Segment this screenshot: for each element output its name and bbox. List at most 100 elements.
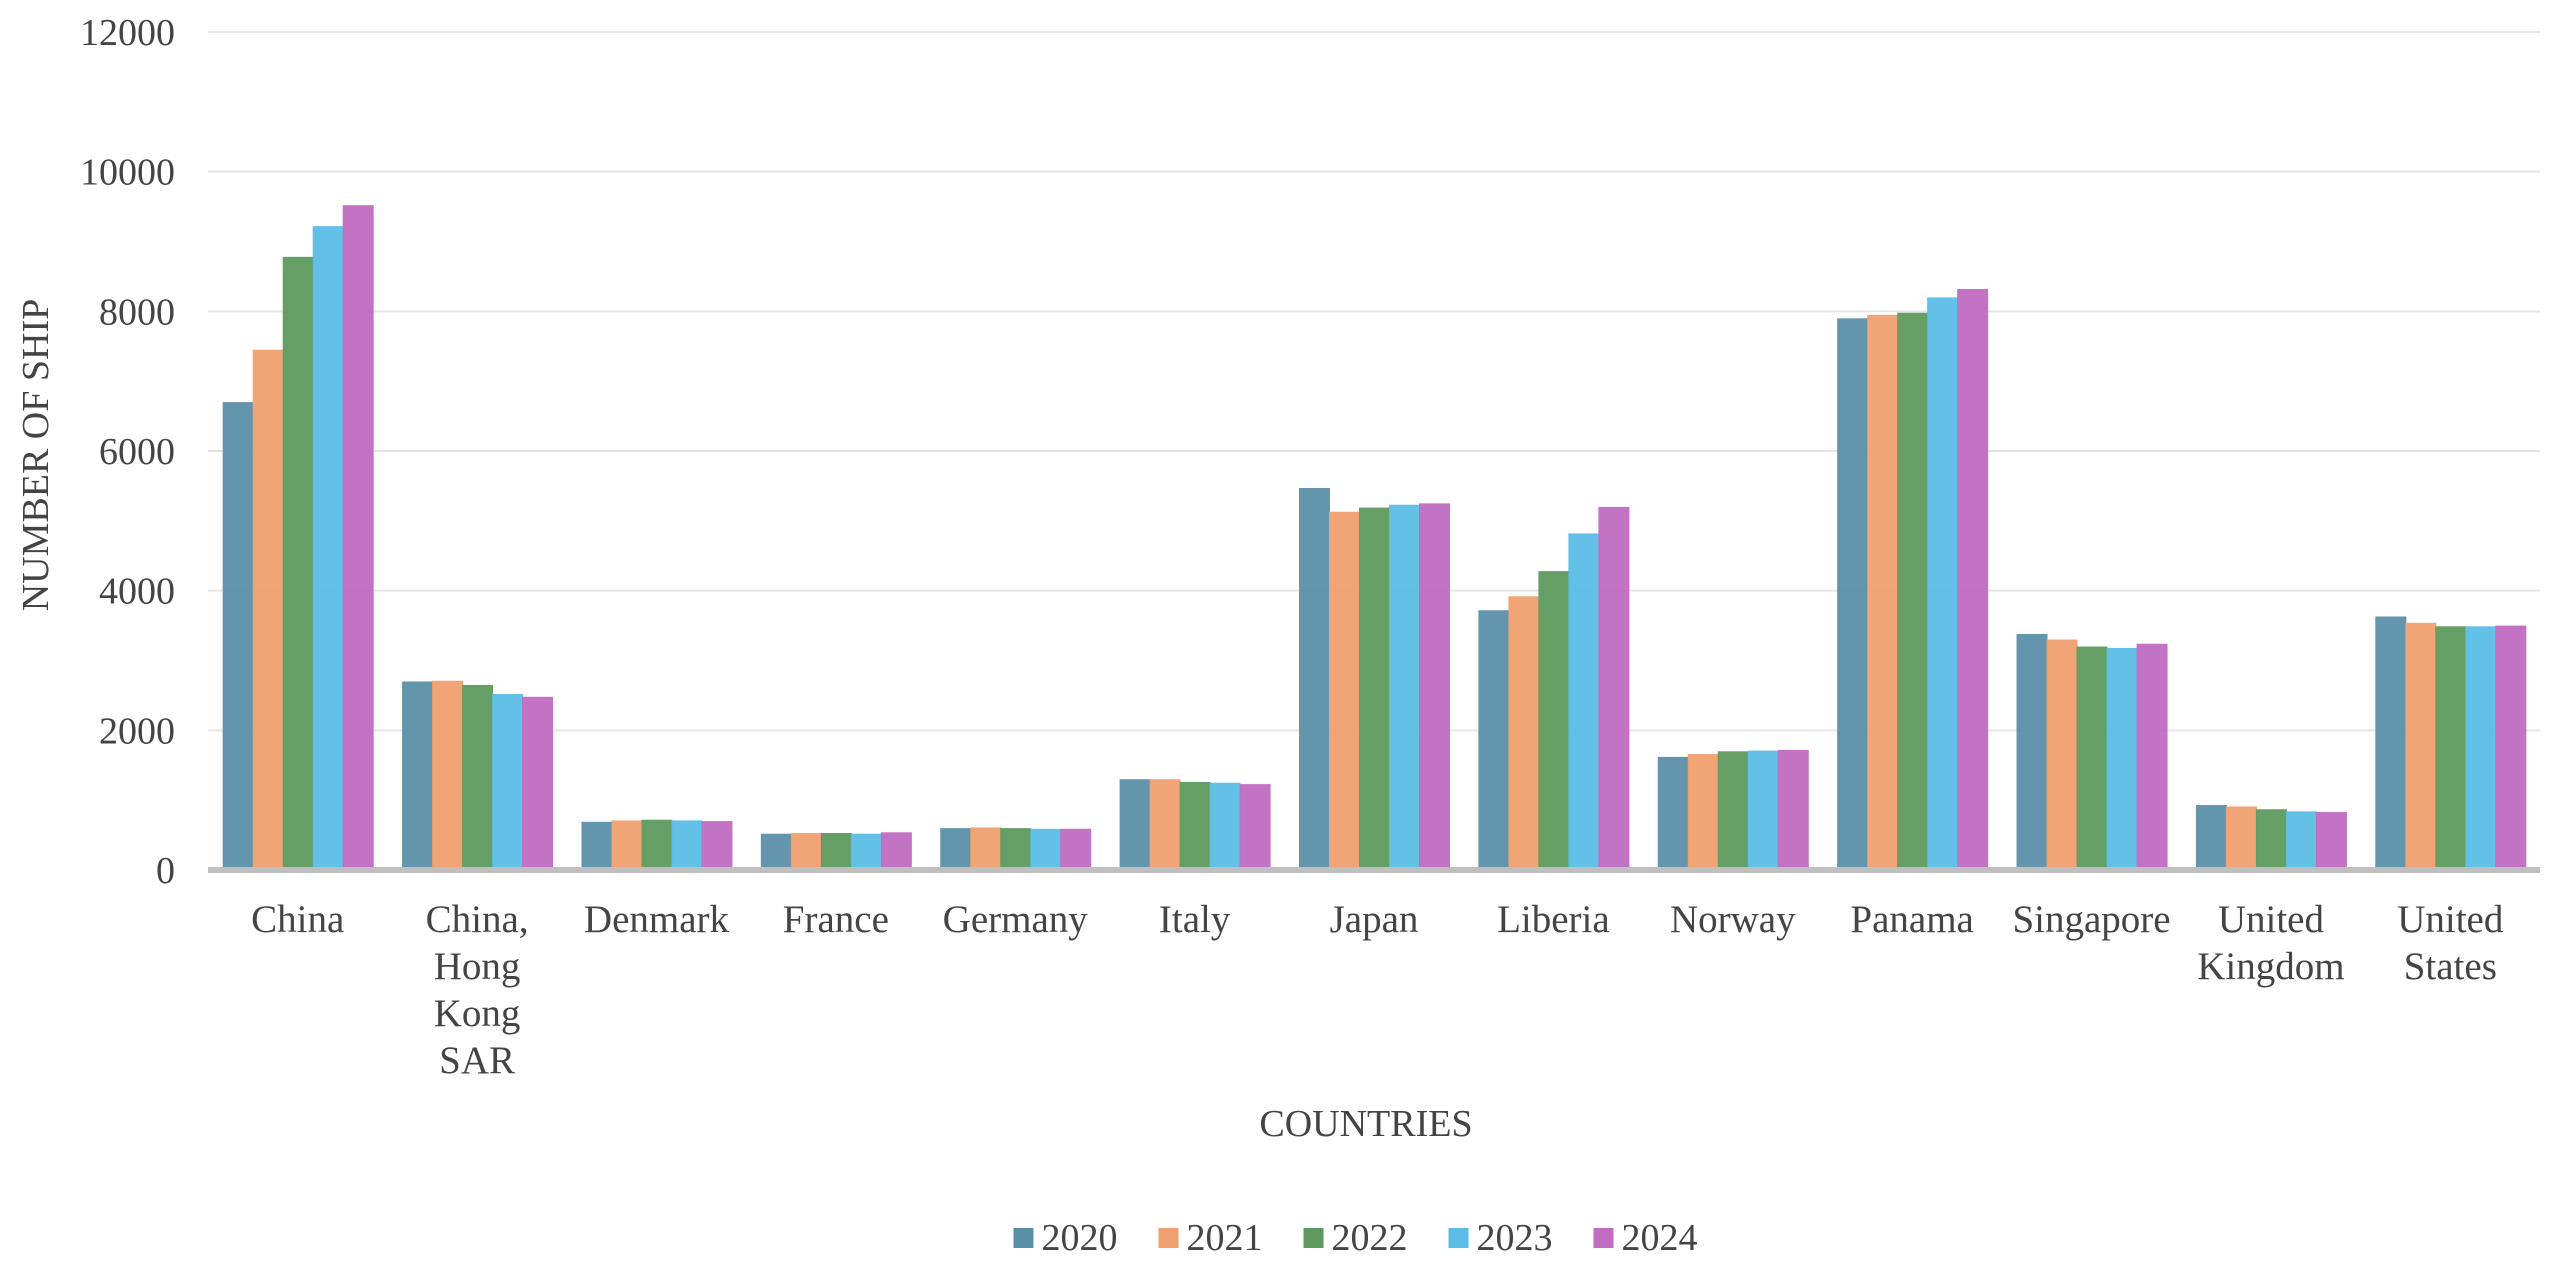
bar: 2024: 830 (2315, 812, 2347, 870)
legend-swatch (1303, 1228, 1324, 1248)
bar: 2022: 5190 (1359, 507, 1390, 870)
bar: 2022: 7980 (1897, 312, 1929, 871)
legend-swatch (1448, 1228, 1469, 1248)
bar: 2020: 1300 (1119, 779, 1151, 870)
bar: 2024: 9520 (342, 205, 374, 871)
x-category-label: Liberia (1497, 898, 1610, 941)
y-tick-label: 12000 (80, 12, 175, 54)
x-category-label: China, Hong Kong SAR (426, 898, 529, 1082)
bar: 2021: 3300 (2046, 639, 2078, 870)
bar: 2022: 870 (2255, 809, 2287, 870)
y-tick-label: 0 (156, 850, 175, 892)
y-axis-title: NUMBER OF SHIP (15, 299, 57, 612)
bar: 2024: 8320 (1957, 288, 1989, 870)
legend-item: 2022 (1303, 1217, 1408, 1259)
bar: 2024: 1720 (1777, 749, 1809, 870)
bar: 2020: 690 (581, 821, 613, 870)
bar: 2022: 1260 (1179, 782, 1211, 870)
x-category-label: United Kingdom (2197, 898, 2344, 988)
legend-item: 2021 (1158, 1217, 1263, 1259)
x-category-label: Germany (943, 898, 1089, 941)
legend-label: 2020 (1042, 1217, 1118, 1259)
bar: 2024: 3240 (2136, 643, 2168, 870)
bar: 2020: 930 (2195, 805, 2227, 870)
x-category-label: Denmark (584, 898, 730, 941)
bar: 2022: 1700 (1717, 751, 1749, 870)
bar: 2024: 2480 (522, 696, 554, 870)
x-category-label: Panama (1850, 898, 1973, 941)
bars-layer: 2020: 67002020: 27002020: 6902020: 52020… (222, 205, 2527, 871)
y-axis-tick-labels: 0 2000 4000 6000 8000 10000 12000 (80, 12, 175, 892)
legend-swatch (1013, 1228, 1034, 1248)
bar: 2023: 4820 (1568, 533, 1600, 870)
bar: 2020: 520 (760, 833, 792, 870)
bar: 2022: 3490 (2435, 626, 2467, 870)
legend-label: 2022 (1332, 1217, 1408, 1259)
x-category-label: China (251, 898, 344, 941)
bar: 2021: 3920 (1508, 596, 1540, 870)
bar: 2020: 3380 (2016, 633, 2048, 870)
legend: 2020 2021 2022 2023 2024 (1013, 1217, 1698, 1259)
y-tick-label: 6000 (99, 431, 175, 473)
bar: 2020: 5470 (1299, 488, 1330, 870)
bar: 2021: 610 (970, 827, 1002, 870)
bar: 2023: 840 (2285, 811, 2317, 870)
bar: 2022: 2650 (462, 684, 494, 870)
bar: 2021: 7450 (252, 349, 284, 870)
bar: 2022: 600 (1000, 828, 1032, 870)
legend-label: 2021 (1187, 1217, 1263, 1259)
bar: 2023: 1710 (1747, 750, 1779, 870)
bar: 2021: 910 (2225, 806, 2257, 870)
bar: 2020: 3630 (2375, 616, 2407, 870)
legend-item: 2024 (1593, 1217, 1698, 1259)
bar: 2023: 8200 (1927, 297, 1959, 870)
legend-label: 2024 (1622, 1217, 1698, 1259)
bar: 2023: 590 (1030, 828, 1062, 870)
bar: 2022: 8780 (282, 256, 314, 870)
bar: 2024: 700 (701, 821, 733, 870)
legend-swatch (1593, 1228, 1614, 1248)
bar: 2023: 3490 (2465, 626, 2497, 870)
x-axis-title: COUNTRIES (1259, 1103, 1472, 1145)
x-axis-category-labels: China China, Hong Kong SAR Denmark France Germa… (251, 898, 2504, 1082)
bar: 2024: 5250 (1419, 503, 1450, 870)
y-tick-label: 8000 (99, 291, 175, 333)
bar: 2024: 5200 (1598, 506, 1630, 870)
bar: 2020: 1620 (1657, 756, 1689, 870)
bar: 2022: 530 (820, 832, 852, 870)
x-category-label: United States (2397, 898, 2504, 988)
bar: 2024: 1230 (1239, 784, 1271, 870)
bar: 2023: 5230 (1389, 504, 1420, 870)
bar: 2023: 710 (671, 820, 703, 870)
bar: 2021: 530 (790, 832, 822, 870)
x-category-label: Italy (1159, 898, 1231, 941)
bar: 2020: 2700 (402, 681, 434, 870)
bar: 2022: 3200 (2076, 646, 2108, 870)
bar: 2020: 6700 (222, 402, 254, 870)
bar: 2022: 4280 (1538, 571, 1570, 870)
bar: 2021: 1300 (1149, 779, 1181, 870)
bar: 2020: 3720 (1478, 610, 1510, 870)
legend-item: 2023 (1448, 1217, 1553, 1259)
bar: 2023: 1250 (1209, 782, 1241, 870)
bar: 2024: 540 (880, 832, 912, 870)
legend-item: 2020 (1013, 1217, 1118, 1259)
y-tick-label: 4000 (99, 571, 175, 613)
bar: 2021: 7950 (1867, 314, 1899, 870)
bar: 2023: 520 (850, 833, 882, 870)
bar: 2021: 1660 (1687, 754, 1719, 870)
bar: 2021: 5130 (1329, 511, 1360, 870)
legend-label: 2023 (1477, 1217, 1553, 1259)
bar: 2022: 720 (641, 819, 673, 870)
legend-swatch (1158, 1228, 1179, 1248)
bar: 2023: 3180 (2106, 647, 2138, 870)
y-tick-label: 10000 (80, 152, 175, 194)
bar: 2024: 3500 (2495, 625, 2527, 870)
bar: 2021: 3540 (2405, 622, 2437, 870)
bar: 2020: 7900 (1837, 318, 1869, 871)
bar: 2023: 2520 (492, 694, 524, 870)
bar: 2021: 710 (611, 820, 643, 870)
x-category-label: France (783, 898, 889, 941)
x-category-label: Japan (1330, 898, 1419, 941)
